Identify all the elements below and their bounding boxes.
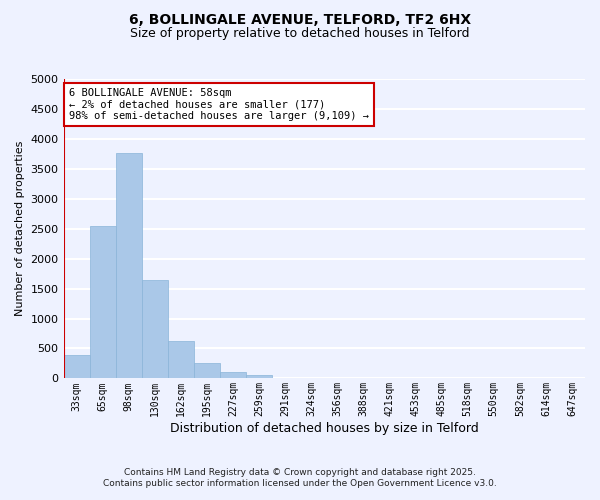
- Bar: [89, 226, 116, 378]
- X-axis label: Distribution of detached houses by size in Telford: Distribution of detached houses by size …: [170, 422, 479, 435]
- Bar: [220, 372, 246, 378]
- Bar: [246, 376, 272, 378]
- Bar: [142, 280, 168, 378]
- Text: Contains HM Land Registry data © Crown copyright and database right 2025.
Contai: Contains HM Land Registry data © Crown c…: [103, 468, 497, 487]
- Text: 6, BOLLINGALE AVENUE, TELFORD, TF2 6HX: 6, BOLLINGALE AVENUE, TELFORD, TF2 6HX: [129, 12, 471, 26]
- Text: Size of property relative to detached houses in Telford: Size of property relative to detached ho…: [130, 28, 470, 40]
- Y-axis label: Number of detached properties: Number of detached properties: [15, 141, 25, 316]
- Bar: [168, 342, 194, 378]
- Bar: [116, 154, 142, 378]
- Bar: [194, 364, 220, 378]
- Text: 6 BOLLINGALE AVENUE: 58sqm
← 2% of detached houses are smaller (177)
98% of semi: 6 BOLLINGALE AVENUE: 58sqm ← 2% of detac…: [69, 88, 369, 121]
- Bar: [64, 355, 89, 378]
